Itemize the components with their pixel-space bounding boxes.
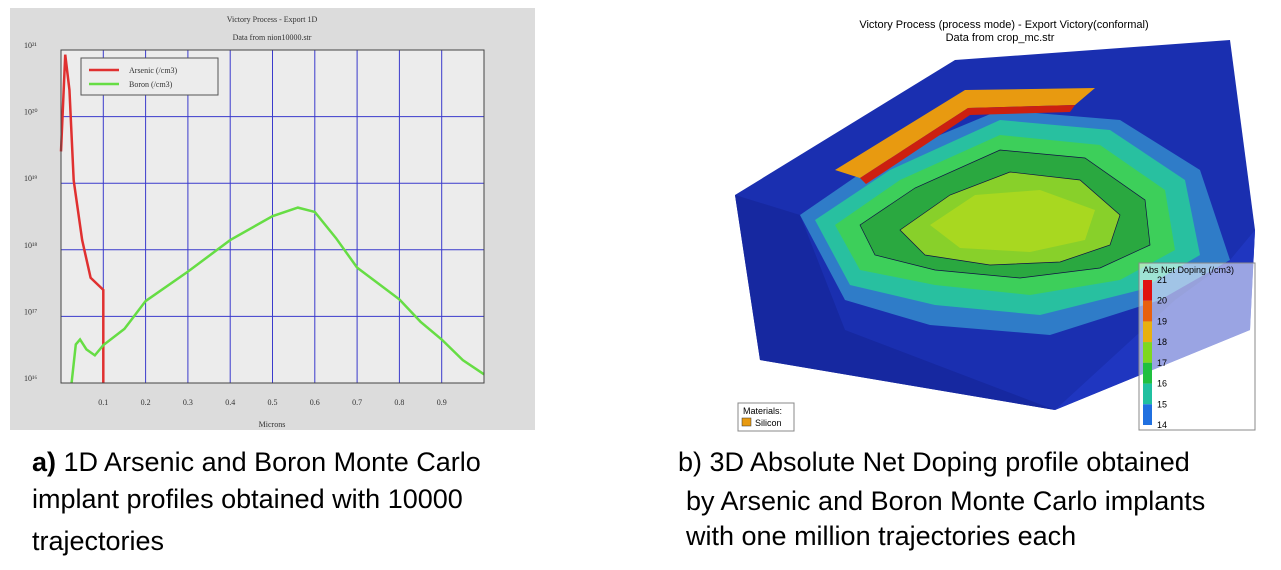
colorbar-tick-label: 16 bbox=[1157, 379, 1167, 389]
colorbar-swatch bbox=[1143, 280, 1152, 301]
legend-box bbox=[80, 57, 219, 96]
colorbar-tick-label: 20 bbox=[1157, 296, 1167, 306]
colorbar-swatch bbox=[1143, 383, 1152, 405]
x-tick-label: 0.2 bbox=[141, 398, 151, 407]
colorbar-swatch bbox=[1143, 321, 1152, 343]
caption-a: a) 1D Arsenic and Boron Monte Carlo bbox=[32, 447, 481, 477]
colorbar-tick-label: 19 bbox=[1157, 316, 1167, 326]
y-tick-label: 10²⁰ bbox=[24, 108, 38, 117]
x-tick-label: 0.5 bbox=[268, 398, 278, 407]
x-tick-label: 0.1 bbox=[98, 398, 108, 407]
chart-subtitle: Data from nion10000.str bbox=[233, 33, 312, 42]
x-tick-label: 0.9 bbox=[437, 398, 447, 407]
x-tick-label: 0.8 bbox=[394, 398, 404, 407]
chart-title: Victory Process - Export 1D bbox=[227, 15, 318, 24]
colorbar-tick-label: 17 bbox=[1157, 358, 1167, 368]
x-tick-label: 0.4 bbox=[225, 398, 235, 407]
caption-a-line: 1D Arsenic and Boron Monte Carlo bbox=[56, 447, 481, 477]
x-tick-label: 0.7 bbox=[352, 398, 362, 407]
caption-a-label: a) bbox=[32, 447, 56, 477]
y-tick-label: 10¹⁷ bbox=[24, 307, 37, 316]
colorbar-tick-label: 14 bbox=[1157, 420, 1167, 430]
colorbar-tick-label: 21 bbox=[1157, 275, 1167, 285]
legend-label: Boron (/cm3) bbox=[129, 80, 173, 89]
colorbar-title: Abs Net Doping (/cm3) bbox=[1143, 265, 1234, 275]
strip-orange bbox=[835, 88, 1095, 178]
legend-label: Arsenic (/cm3) bbox=[129, 66, 178, 75]
colorbar-swatch bbox=[1143, 342, 1152, 363]
colorbar-swatch bbox=[1143, 404, 1152, 425]
caption-b-line: by Arsenic and Boron Monte Carlo implant… bbox=[686, 486, 1205, 516]
caption-a-line: trajectories bbox=[32, 526, 164, 556]
materials-swatch bbox=[741, 417, 752, 427]
x-axis-label: Microns bbox=[259, 420, 286, 429]
y-tick-label: 10¹⁶ bbox=[24, 374, 37, 383]
colorbar-tick-label: 15 bbox=[1157, 399, 1167, 409]
panel-b-title: Victory Process (process mode) - Export … bbox=[859, 19, 1148, 31]
line-series bbox=[70, 206, 485, 384]
panel-b-subtitle: Data from crop_mc.str bbox=[946, 32, 1055, 44]
colorbar-tick-label: 18 bbox=[1157, 337, 1167, 347]
colorbar-swatch bbox=[1143, 300, 1152, 322]
render-3d bbox=[735, 40, 1255, 410]
y-tick-label: 10¹⁹ bbox=[24, 174, 37, 183]
caption-a-line: implant profiles obtained with 10000 bbox=[32, 484, 463, 514]
x-tick-label: 0.6 bbox=[310, 398, 320, 407]
colorbar-swatch bbox=[1143, 362, 1152, 384]
materials-item: Silicon bbox=[755, 418, 782, 428]
materials-title: Materials: bbox=[743, 406, 782, 416]
colorbar-box bbox=[1138, 262, 1256, 431]
x-tick-label: 0.3 bbox=[183, 398, 193, 407]
front-face bbox=[735, 195, 1055, 410]
y-tick-label: 10¹⁸ bbox=[24, 241, 37, 250]
colorbar: Abs Net Doping (/cm3) 21 20 19 18 17 16 15 14 bbox=[1138, 262, 1256, 431]
y-tick-label: 10²¹ bbox=[24, 41, 37, 50]
core bbox=[930, 190, 1095, 252]
caption-b-line: b) 3D Absolute Net Doping profile obtain… bbox=[678, 447, 1190, 477]
materials-box bbox=[737, 402, 795, 432]
plot-frame bbox=[60, 49, 485, 384]
line-series bbox=[59, 54, 105, 383]
caption-b-line: with one million trajectories each bbox=[685, 521, 1076, 551]
